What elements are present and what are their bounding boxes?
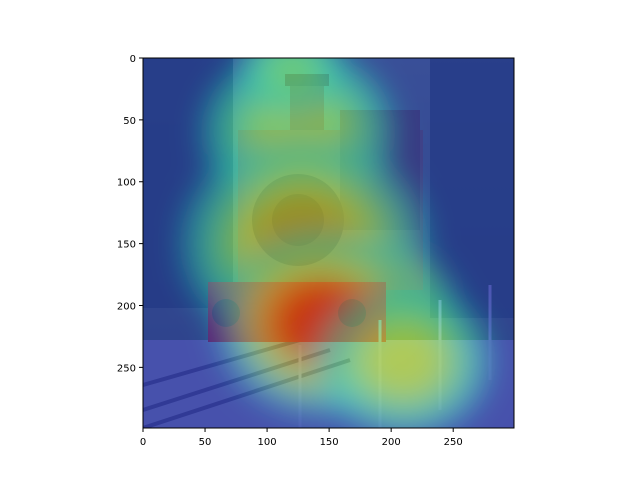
y-tick-label: 250 — [117, 363, 136, 374]
x-axis: 0 50 100 150 200 250 — [140, 428, 463, 448]
heat-hotspot-5-ring-4 — [269, 58, 315, 91]
x-tick-label: 50 — [199, 437, 212, 448]
plot-area — [143, 58, 514, 428]
x-tick-label: 250 — [444, 437, 463, 448]
axes-frame — [142, 57, 515, 429]
y-tick-label: 150 — [117, 240, 136, 251]
y-tick-label: 0 — [130, 54, 136, 65]
x-tick-label: 0 — [140, 437, 146, 448]
x-tick-label: 100 — [258, 437, 277, 448]
x-tick-label: 150 — [320, 437, 339, 448]
y-tick-label: 50 — [123, 116, 136, 127]
y-tick-label: 100 — [117, 178, 136, 189]
y-axis: 0 50 100 150 200 250 — [117, 54, 143, 374]
x-tick-label: 200 — [382, 437, 401, 448]
heatmap-overlay — [143, 58, 514, 428]
y-tick-label: 200 — [117, 301, 136, 312]
heat-hotspot-4-ring-4 — [365, 328, 442, 395]
